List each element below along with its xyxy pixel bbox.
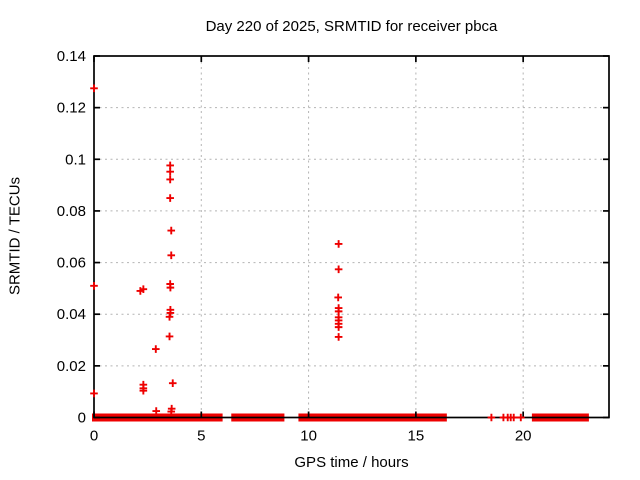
data-point-plus (168, 379, 177, 387)
data-point-plus (152, 407, 161, 415)
data-point-plus (166, 194, 174, 202)
data-point-plus (167, 226, 176, 235)
data-point-plus (139, 285, 148, 293)
y-tick-label: 0.04 (57, 306, 86, 323)
data-point-plus (165, 312, 174, 321)
y-tick-label: 0.02 (57, 358, 86, 375)
data-point-plus (166, 167, 174, 176)
y-tick-label: 0.12 (57, 100, 86, 117)
y-tick-label: 0 (78, 410, 86, 427)
data-point-plus (166, 175, 174, 184)
chart-title: Day 220 of 2025, SRMTID for receiver pbc… (205, 18, 498, 35)
x-tick-label: 0 (90, 428, 98, 445)
x-tick-label: 10 (300, 428, 317, 445)
y-tick-label: 0.14 (57, 48, 86, 65)
y-axis-label: SRMTID / TECUs (6, 176, 24, 296)
data-point-plus (139, 386, 148, 395)
data-point-plus (334, 293, 342, 302)
data-point-plus (517, 413, 525, 422)
data-point-plus (90, 389, 98, 398)
data-point-plus (165, 332, 174, 341)
x-tick-label: 15 (408, 428, 425, 445)
data-point-plus (334, 333, 343, 341)
y-tick-label: 0.1 (65, 151, 86, 168)
data-point-plus (334, 240, 343, 248)
plot-border (93, 55, 610, 419)
data-point-plus (166, 283, 175, 292)
y-tick-label: 0.08 (57, 203, 86, 220)
data-point-plus (487, 413, 496, 422)
x-axis-label: GPS time / hours (294, 454, 409, 471)
data-point-plus (334, 323, 343, 331)
x-tick-label: 20 (515, 428, 532, 445)
data-point-plus (509, 413, 518, 422)
y-tick-label: 0.06 (57, 255, 86, 272)
data-point-plus (167, 407, 176, 416)
data-point-plus (90, 282, 98, 290)
data-point-plus (152, 345, 160, 353)
data-point-plus (334, 265, 343, 274)
data-point-plus (90, 84, 98, 93)
data-point-plus (167, 251, 176, 260)
x-tick-label: 5 (197, 428, 205, 445)
